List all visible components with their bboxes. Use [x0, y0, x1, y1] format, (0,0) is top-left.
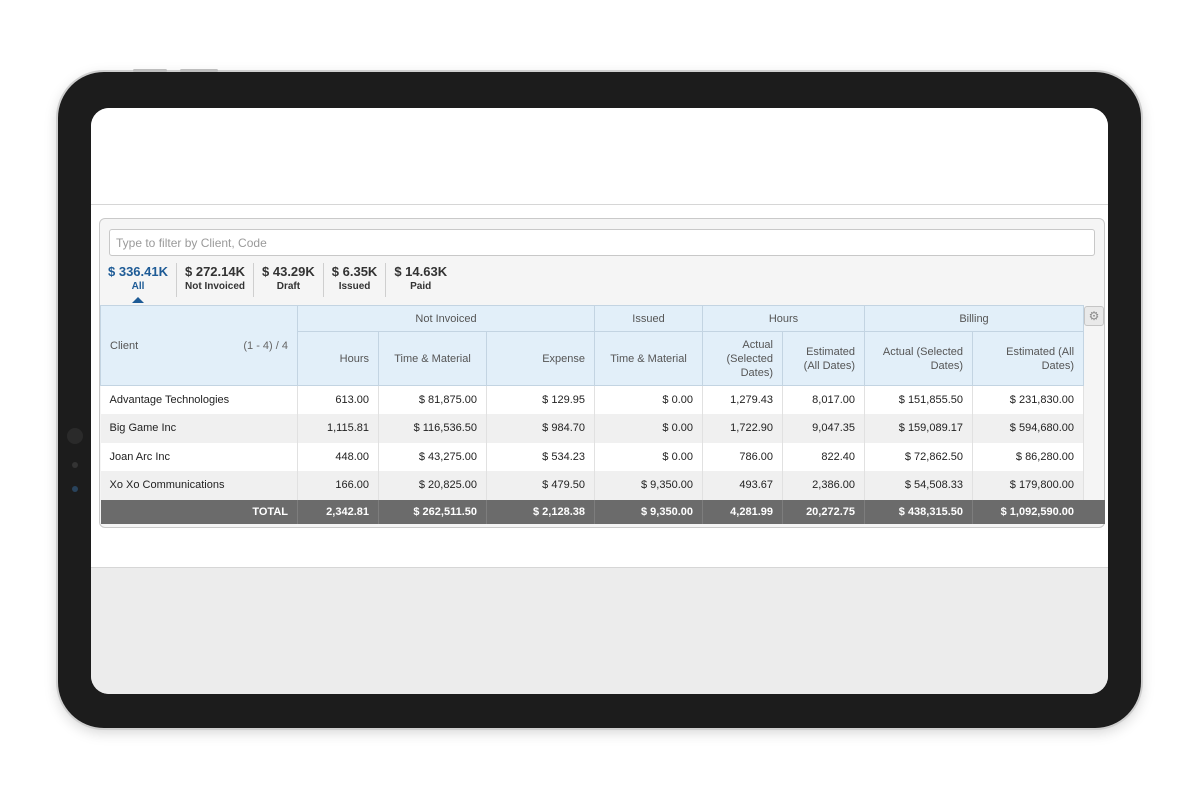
tablet-screen: $ 336.41K All $ 272.14K Not Invoiced $ 4…: [91, 108, 1108, 694]
client-column-header[interactable]: Client (1 - 4) / 4: [100, 305, 298, 386]
cell: $ 0.00: [594, 414, 703, 443]
total-row-tail: [1083, 500, 1105, 524]
total-label: TOTAL: [100, 499, 298, 524]
cell: $ 20,825.00: [378, 471, 487, 500]
cell-client: Advantage Technologies: [100, 385, 298, 414]
cell-client: Xo Xo Communications: [100, 471, 298, 500]
cell: 613.00: [297, 385, 379, 414]
screen-header-area: [91, 108, 1108, 205]
cell-client: Joan Arc Inc: [100, 442, 298, 471]
column-header[interactable]: Time & Material: [594, 331, 703, 386]
table-row[interactable]: Big Game Inc 1,115.81 $ 116,536.50 $ 984…: [100, 414, 1085, 443]
summary-amount: $ 6.35K: [331, 264, 378, 279]
cell: $ 129.95: [486, 385, 595, 414]
total-cell: $ 2,128.38: [486, 499, 595, 524]
total-cell: $ 262,511.50: [378, 499, 487, 524]
summary-label: Issued: [338, 281, 371, 292]
total-cell: $ 1,092,590.00: [972, 499, 1085, 524]
volume-button: [133, 69, 167, 72]
summary-label: Not Invoiced: [185, 281, 246, 292]
cell: $ 116,536.50: [378, 414, 487, 443]
total-cell: 2,342.81: [297, 499, 379, 524]
cell: 1,722.90: [702, 414, 783, 443]
summary-tab-not-invoiced[interactable]: $ 272.14K Not Invoiced: [176, 263, 253, 297]
cell: $ 72,862.50: [864, 442, 973, 471]
cell: $ 0.00: [594, 442, 703, 471]
cell: 1,115.81: [297, 414, 379, 443]
column-header[interactable]: Estimated (All Dates): [782, 331, 865, 386]
total-cell: $ 9,350.00: [594, 499, 703, 524]
total-cell: 4,281.99: [702, 499, 783, 524]
power-button: [180, 69, 218, 72]
row-range: (1 - 4) / 4: [243, 340, 288, 352]
cell: $ 479.50: [486, 471, 595, 500]
summary-label: All: [131, 281, 145, 292]
camera: [67, 428, 83, 444]
group-header-issued: Issued: [594, 305, 703, 332]
summary-label: Draft: [276, 281, 301, 292]
filter-input[interactable]: [109, 229, 1095, 256]
cell: $ 179,800.00: [972, 471, 1085, 500]
cell: $ 231,830.00: [972, 385, 1085, 414]
cell: $ 43,275.00: [378, 442, 487, 471]
sensor-dot: [72, 486, 78, 492]
group-header-hours: Hours: [702, 305, 865, 332]
cell: $ 534.23: [486, 442, 595, 471]
column-header[interactable]: Actual (Selected Dates): [864, 331, 973, 386]
cell-client: Big Game Inc: [100, 414, 298, 443]
cell: $ 159,089.17: [864, 414, 973, 443]
group-header-billing: Billing: [863, 305, 1085, 332]
total-cell: $ 438,315.50: [864, 499, 973, 524]
summary-amount: $ 14.63K: [394, 264, 448, 279]
cell: 9,047.35: [782, 414, 865, 443]
group-header-not-invoiced: Not Invoiced: [297, 305, 595, 332]
summary-amount: $ 43.29K: [262, 264, 315, 279]
cell: 8,017.00: [782, 385, 865, 414]
cell: $ 9,350.00: [594, 471, 703, 500]
summary-label: Paid: [410, 281, 432, 292]
column-header[interactable]: Expense: [486, 331, 595, 386]
active-caret-icon: [132, 297, 144, 303]
column-header[interactable]: Hours: [297, 331, 379, 386]
cell: 493.67: [702, 471, 783, 500]
summary-tab-issued[interactable]: $ 6.35K Issued: [322, 263, 386, 297]
summary-tabs: $ 336.41K All $ 272.14K Not Invoiced $ 4…: [100, 263, 455, 303]
column-header[interactable]: Estimated (All Dates): [971, 331, 1085, 386]
total-cell: 20,272.75: [782, 499, 865, 524]
cell: 448.00: [297, 442, 379, 471]
summary-tab-draft[interactable]: $ 43.29K Draft: [253, 263, 323, 297]
table-row[interactable]: Advantage Technologies 613.00 $ 81,875.0…: [100, 385, 1085, 414]
cell: $ 0.00: [594, 385, 703, 414]
column-header[interactable]: Actual (Selected Dates): [702, 331, 783, 386]
summary-tab-paid[interactable]: $ 14.63K Paid: [385, 263, 455, 297]
cell: 1,279.43: [702, 385, 783, 414]
summary-amount: $ 336.41K: [108, 264, 168, 279]
cell: $ 984.70: [486, 414, 595, 443]
cell: $ 81,875.00: [378, 385, 487, 414]
table-row[interactable]: Joan Arc Inc 448.00 $ 43,275.00 $ 534.23…: [100, 442, 1085, 471]
cell: 166.00: [297, 471, 379, 500]
table-row[interactable]: Xo Xo Communications 166.00 $ 20,825.00 …: [100, 471, 1085, 500]
sensor-dot: [72, 462, 78, 468]
gear-icon[interactable]: ⚙: [1084, 306, 1104, 326]
cell: $ 151,855.50: [864, 385, 973, 414]
billing-table: Client (1 - 4) / 4 Not Invoiced Issued H…: [100, 305, 1085, 524]
total-row: TOTAL 2,342.81 $ 262,511.50 $ 2,128.38 $…: [100, 499, 1085, 524]
column-header[interactable]: Time & Material: [378, 331, 487, 386]
cell: 786.00: [702, 442, 783, 471]
summary-amount: $ 272.14K: [185, 264, 245, 279]
cell: $ 594,680.00: [972, 414, 1085, 443]
screen-footer-area: [91, 567, 1108, 694]
cell: $ 54,508.33: [864, 471, 973, 500]
billing-summary-panel: $ 336.41K All $ 272.14K Not Invoiced $ 4…: [99, 218, 1105, 528]
cell: 2,386.00: [782, 471, 865, 500]
cell: 822.40: [782, 442, 865, 471]
client-header-label: Client: [110, 340, 139, 352]
summary-tab-all[interactable]: $ 336.41K All: [100, 263, 176, 303]
cell: $ 86,280.00: [972, 442, 1085, 471]
